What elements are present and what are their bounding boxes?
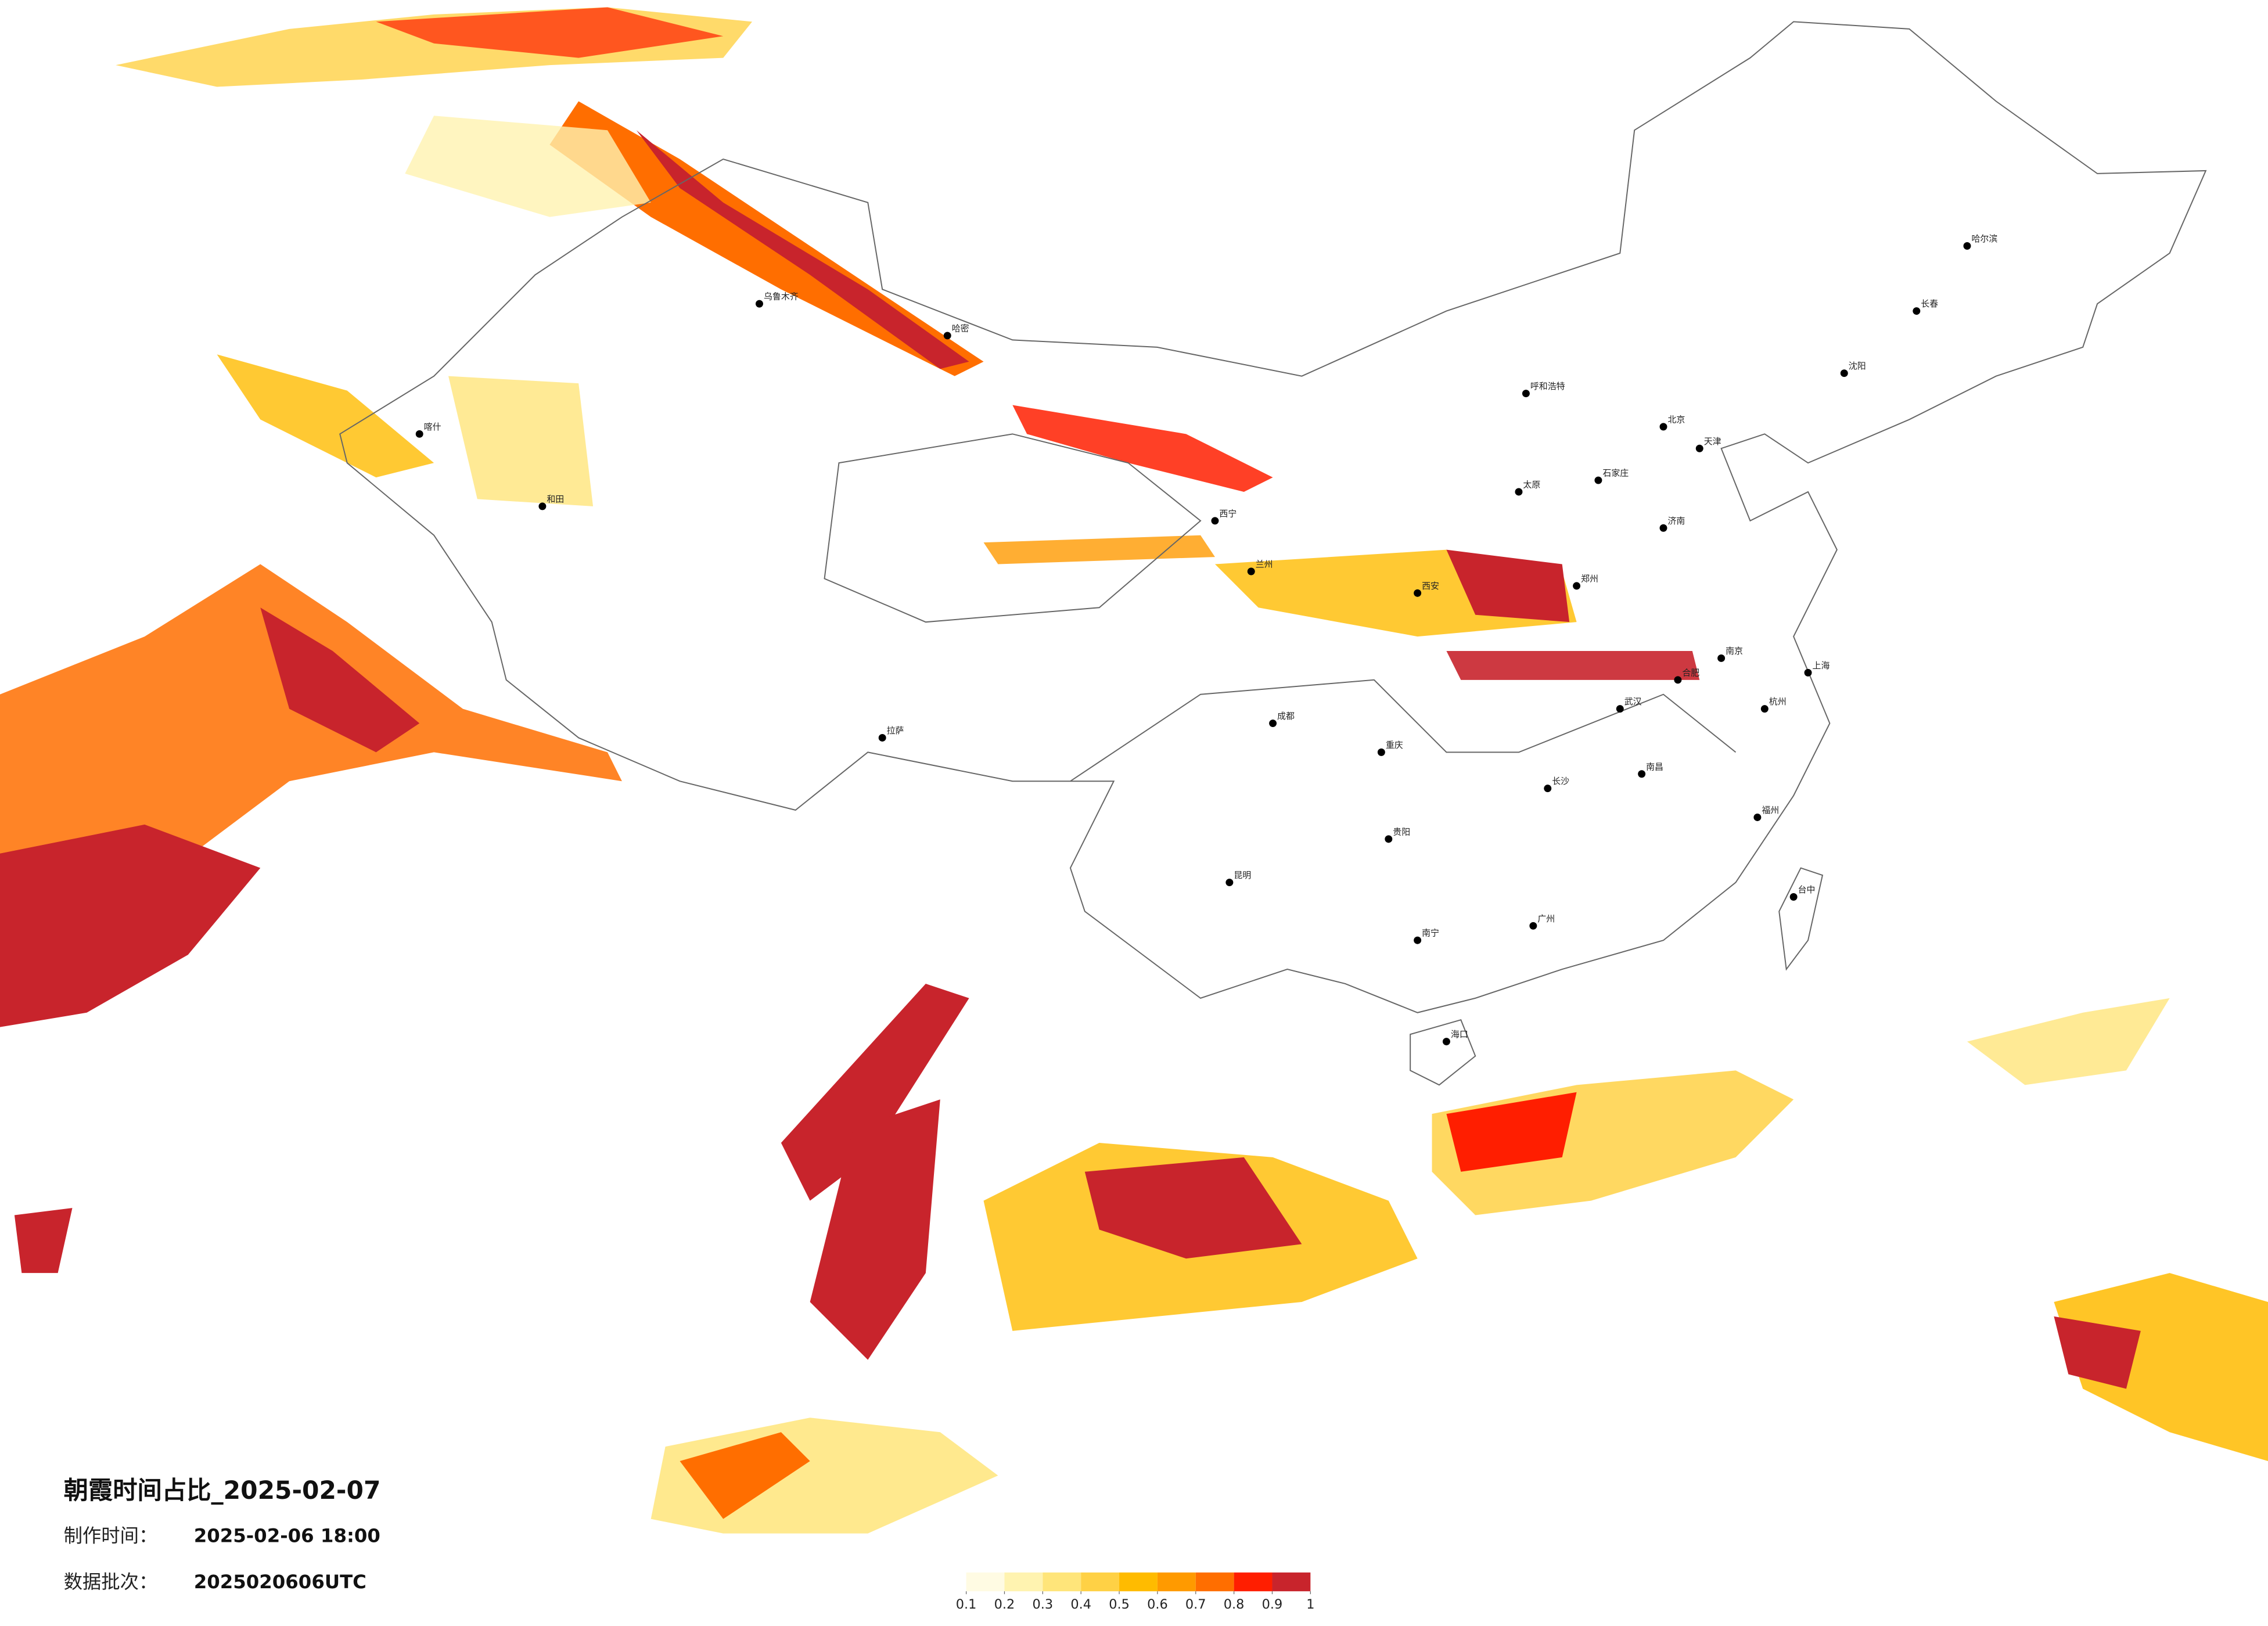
city-label: 郑州 bbox=[1581, 573, 1598, 584]
colorbar-label: 0.4 bbox=[1070, 1597, 1091, 1612]
colorbar-label: 0.9 bbox=[1262, 1597, 1283, 1612]
production-time: 2025-02-06 18:00 bbox=[194, 1525, 380, 1547]
city-dot bbox=[943, 332, 951, 340]
field bbox=[0, 7, 2268, 1534]
colorbar-label: 0.8 bbox=[1224, 1597, 1245, 1612]
city-label: 台中 bbox=[1798, 884, 1816, 895]
city-dot bbox=[1804, 668, 1812, 677]
city-label: 南宁 bbox=[1422, 928, 1439, 938]
city-dot bbox=[1515, 488, 1523, 496]
city-dot bbox=[1573, 582, 1581, 590]
city-dot bbox=[1522, 390, 1530, 398]
colorbar-swatch bbox=[1119, 1572, 1158, 1592]
city-dot bbox=[1840, 369, 1848, 377]
city-label: 南京 bbox=[1726, 646, 1743, 656]
city-label: 西安 bbox=[1422, 581, 1439, 591]
city-dot bbox=[1377, 748, 1385, 756]
city-label: 沈阳 bbox=[1849, 361, 1866, 371]
city-label: 兰州 bbox=[1256, 559, 1273, 570]
city-dot bbox=[1414, 589, 1422, 597]
colorbar-label: 0.3 bbox=[1033, 1597, 1054, 1612]
title: 朝霞时间占比_2025-02-07 bbox=[64, 1476, 381, 1505]
city-dot bbox=[1963, 242, 1971, 250]
city-label: 喀什 bbox=[424, 422, 441, 432]
city-label: 福州 bbox=[1762, 805, 1779, 815]
colorbar-swatch bbox=[1043, 1572, 1081, 1592]
city-dot bbox=[1616, 705, 1624, 713]
city-label: 上海 bbox=[1813, 660, 1830, 671]
city-label: 南昌 bbox=[1646, 761, 1663, 772]
city-label: 成都 bbox=[1277, 711, 1295, 721]
colorbar-label: 0.1 bbox=[956, 1597, 977, 1612]
city-label: 长沙 bbox=[1552, 776, 1569, 786]
city-dot bbox=[1211, 517, 1219, 525]
city-dot bbox=[1760, 705, 1769, 713]
city-dot bbox=[1385, 835, 1393, 843]
city-dot bbox=[538, 502, 547, 510]
colorbar-swatch bbox=[1195, 1572, 1234, 1592]
city-dot bbox=[415, 430, 423, 438]
colorbar-swatch bbox=[966, 1572, 1005, 1592]
city-label: 拉萨 bbox=[887, 725, 904, 736]
city-label: 北京 bbox=[1667, 414, 1685, 425]
city-label: 西宁 bbox=[1219, 508, 1237, 519]
city-label: 乌鲁木齐 bbox=[764, 292, 799, 302]
city-label: 哈尔滨 bbox=[1971, 233, 1997, 244]
city-dot bbox=[1789, 893, 1798, 901]
city-dot bbox=[1269, 720, 1277, 728]
colorbar: 0.1 0.2 0.3 0.4 0.5 0.6 0.7 0.8 0.9 1 bbox=[956, 1572, 1314, 1612]
city-dot bbox=[1442, 1038, 1450, 1046]
city-dot bbox=[1247, 567, 1255, 575]
city-label: 太原 bbox=[1523, 479, 1540, 490]
city-dot bbox=[1594, 476, 1602, 484]
city-dot bbox=[1544, 785, 1552, 793]
colorbar-label: 1 bbox=[1306, 1597, 1314, 1612]
colorbar-label: 0.2 bbox=[994, 1597, 1015, 1612]
colorbar-swatch bbox=[1157, 1572, 1196, 1592]
city-label: 长春 bbox=[1921, 298, 1938, 309]
colorbar-swatch bbox=[1272, 1572, 1311, 1592]
city-label: 石家庄 bbox=[1602, 468, 1629, 479]
city-dot bbox=[1913, 307, 1921, 315]
city-dot bbox=[1753, 813, 1762, 821]
city-label: 呼和浩特 bbox=[1530, 381, 1565, 391]
city-label: 武汉 bbox=[1624, 696, 1642, 707]
city-label: 贵阳 bbox=[1393, 826, 1410, 837]
boundary bbox=[339, 21, 2207, 1086]
city-label: 济南 bbox=[1667, 516, 1685, 526]
city-label: 哈密 bbox=[952, 323, 969, 333]
city-dot bbox=[756, 300, 763, 308]
city-label: 合肥 bbox=[1682, 667, 1699, 678]
city-dot bbox=[1638, 770, 1646, 778]
colorbar-swatch bbox=[1081, 1572, 1120, 1592]
city-dot bbox=[1529, 922, 1537, 930]
batch-label: 数据批次： bbox=[64, 1571, 158, 1593]
colorbar-label: 0.7 bbox=[1185, 1597, 1206, 1612]
city-label: 广州 bbox=[1537, 913, 1555, 924]
city-dot bbox=[878, 733, 886, 742]
city-dot bbox=[1659, 423, 1667, 431]
city-label: 海口 bbox=[1451, 1029, 1468, 1039]
batch: 2025020606UTC bbox=[194, 1571, 366, 1593]
city-dot bbox=[1225, 879, 1234, 887]
city-dot bbox=[1414, 936, 1422, 944]
city-dot bbox=[1717, 654, 1726, 662]
colorbar-label: 0.6 bbox=[1147, 1597, 1168, 1612]
city-dot bbox=[1695, 444, 1703, 452]
colorbar-swatch bbox=[1234, 1572, 1273, 1592]
city-label: 昆明 bbox=[1234, 870, 1251, 880]
city-label: 重庆 bbox=[1386, 740, 1403, 750]
city-dot bbox=[1659, 524, 1667, 532]
colorbar-label: 0.5 bbox=[1109, 1597, 1130, 1612]
colorbar-swatch bbox=[1004, 1572, 1043, 1592]
city-dot bbox=[1674, 676, 1682, 684]
city-label: 和田 bbox=[547, 494, 564, 504]
city-label: 杭州 bbox=[1769, 696, 1787, 707]
city-label: 天津 bbox=[1704, 436, 1721, 447]
production-label: 制作时间： bbox=[64, 1525, 158, 1547]
